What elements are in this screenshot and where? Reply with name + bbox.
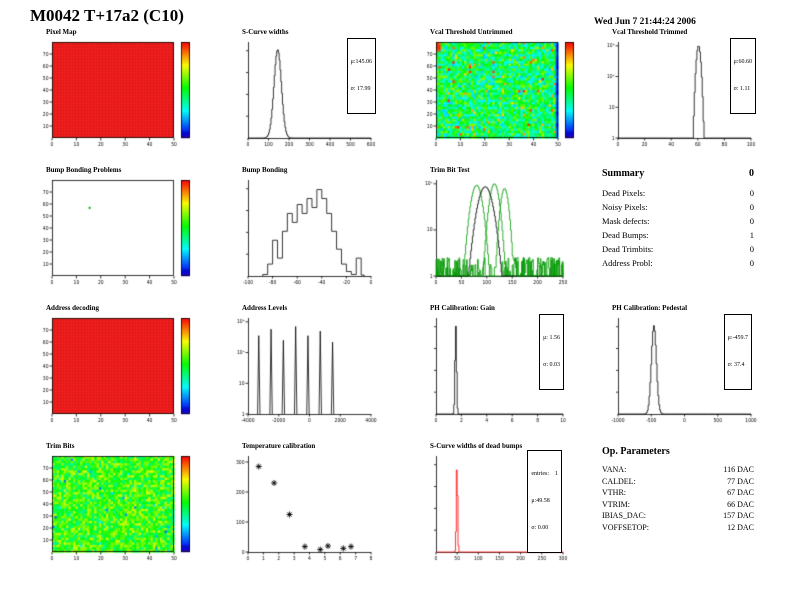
summary-panel: Summary 0 Dead Pixels: 0 Noisy Pixels: 0… (602, 168, 754, 270)
summary-row-value: 0 (749, 244, 754, 254)
stats-sigma: σ: 1.11 (733, 86, 751, 92)
panel-vcal-threshold-untrimmed: Vcal Threshold Untrimmed (420, 28, 582, 149)
panel-vcal-threshold-trimmed: Vcal Threshold Trimmed μ:60.60 σ: 1.11 (602, 28, 758, 149)
summary-row-value: 0 (749, 202, 754, 212)
panel-s-curve-widths: S-Curve widths μ:145.06 σ: 17.99 (232, 28, 378, 149)
trim-bit-test-chart (420, 175, 570, 287)
op-parameter-value: 77 DAC (727, 476, 754, 486)
trim-bits-chart (36, 451, 198, 563)
chart-title: Bump Bonding Problems (46, 166, 122, 174)
op-parameter-value: 66 DAC (727, 499, 754, 509)
op-parameter-value: 116 DAC (723, 465, 754, 474)
chart-title: PH Calibration: Pedestal (612, 304, 688, 312)
summary-row-label: Noisy Pixels: (602, 202, 648, 212)
summary-row-value: 0 (749, 216, 754, 226)
stats-mean: μ:-459.7 (727, 335, 748, 341)
address-decoding-chart (36, 313, 198, 425)
op-parameter-row: CALDEL: 77 DAC (602, 476, 754, 488)
op-parameter-row: VANA: 116 DAC (602, 464, 754, 476)
panel-trim-bits: Trim Bits (36, 442, 198, 563)
address-levels-chart (232, 313, 378, 425)
panel-address-decoding: Address decoding (36, 304, 198, 425)
op-parameter-label: VTHR: (602, 488, 626, 497)
chart-title: Address decoding (46, 304, 99, 312)
stats-mean: μ:60.60 (733, 59, 752, 65)
vcal-threshold-untrimmed-chart (420, 37, 582, 149)
summary-total: 0 (749, 168, 754, 179)
stats-entries: entries: 1 (531, 471, 558, 477)
summary-row-label: Mask defects: (602, 216, 650, 226)
summary-row-value: 1 (749, 230, 754, 240)
op-parameter-value: 67 DAC (727, 488, 754, 497)
op-parameter-label: IBIAS_DAC: (602, 511, 647, 520)
panel-pixel-map: Pixel Map (36, 28, 198, 149)
op-parameter-label: CALDEL: (602, 476, 636, 486)
op-parameter-value: 12 DAC (727, 522, 754, 532)
chart-title: Vcal Threshold Untrimmed (430, 28, 513, 36)
panel-s-curve-widths-dead-bumps: S-Curve widths of dead bumps entries: 1 … (420, 442, 570, 563)
op-parameters-heading-row: Op. Parameters (602, 446, 754, 457)
summary-row: Dead Trimbits: 0 (602, 242, 754, 256)
summary-row-value: 0 (749, 258, 754, 268)
summary-row: Mask defects: 0 (602, 214, 754, 228)
chart-title: S-Curve widths (242, 28, 289, 36)
panel-bump-bonding: Bump Bonding (232, 166, 378, 287)
summary-row-label: Address Probl: (602, 258, 653, 268)
summary-heading-row: Summary 0 (602, 168, 754, 179)
chart-title: Vcal Threshold Trimmed (612, 28, 688, 36)
chart-title: Address Levels (242, 304, 288, 312)
pixel-map-chart (36, 37, 198, 149)
summary-row-label: Dead Bumps: (602, 230, 649, 240)
page-title: M0042 T+17a2 (C10) (30, 6, 184, 25)
summary-row: Dead Pixels: 0 (602, 186, 754, 200)
stats-box: μ:-459.7 σ: 37.4 (723, 314, 752, 390)
op-parameter-row: IBIAS_DAC: 157 DAC (602, 510, 754, 522)
op-parameter-label: VTRIM: (602, 499, 630, 509)
stats-sigma: σ: 0.03 (543, 362, 560, 368)
chart-title: Trim Bits (46, 442, 75, 450)
op-parameters-panel: Op. Parameters VANA: 116 DAC CALDEL: 77 … (602, 446, 754, 533)
chart-title: Temperature calibration (242, 442, 316, 450)
summary-row: Noisy Pixels: 0 (602, 200, 754, 214)
stats-mean: μ:49.58 (531, 498, 550, 504)
chart-title: Trim Bit Test (430, 166, 470, 174)
chart-title: Pixel Map (46, 28, 77, 36)
summary-row-value: 0 (749, 188, 754, 198)
summary-row-label: Dead Trimbits: (602, 244, 654, 254)
panel-ph-calibration-gain: PH Calibration: Gain μ: 1.56 σ: 0.03 (420, 304, 570, 425)
summary-row-label: Dead Pixels: (602, 188, 646, 198)
panel-trim-bit-test: Trim Bit Test (420, 166, 570, 287)
op-parameter-label: VOFFSETOP: (602, 522, 649, 532)
panel-ph-calibration-pedestal: PH Calibration: Pedestal μ:-459.7 σ: 37.… (602, 304, 758, 425)
op-parameter-value: 157 DAC (723, 511, 754, 520)
stats-mean: μ: 1.56 (543, 335, 560, 341)
stats-sigma: σ: 0.00 (531, 525, 549, 531)
temperature-calibration-chart (232, 451, 378, 563)
panel-address-levels: Address Levels (232, 304, 378, 425)
chart-title: S-Curve widths of dead bumps (430, 442, 523, 450)
bump-bonding-chart (232, 175, 378, 287)
timestamp: Wed Jun 7 21:44:24 2006 (594, 17, 696, 27)
bump-bonding-problems-chart (36, 175, 198, 287)
stats-box: μ:60.60 σ: 1.11 (729, 38, 756, 114)
panel-temperature-calibration: Temperature calibration (232, 442, 378, 563)
panel-bump-bonding-problems: Bump Bonding Problems (36, 166, 198, 287)
stats-sigma: σ: 17.99 (350, 86, 371, 92)
op-parameter-row: VOFFSETOP: 12 DAC (602, 522, 754, 534)
stats-sigma: σ: 37.4 (727, 362, 745, 368)
op-parameter-label: VANA: (602, 465, 627, 474)
summary-row: Address Probl: 0 (602, 256, 754, 270)
chart-title: Bump Bonding (242, 166, 288, 174)
chart-title: PH Calibration: Gain (430, 304, 495, 312)
op-parameter-row: VTHR: 67 DAC (602, 487, 754, 499)
stats-box: μ: 1.56 σ: 0.03 (539, 314, 564, 390)
stats-mean: μ:145.06 (350, 59, 372, 65)
summary-heading: Summary (602, 168, 645, 179)
op-parameters-heading: Op. Parameters (602, 446, 670, 457)
stats-box: μ:145.06 σ: 17.99 (346, 38, 376, 114)
op-parameter-row: VTRIM: 66 DAC (602, 499, 754, 511)
summary-row: Dead Bumps: 1 (602, 228, 754, 242)
stats-box: entries: 1 μ:49.58 σ: 0.00 (527, 450, 562, 553)
